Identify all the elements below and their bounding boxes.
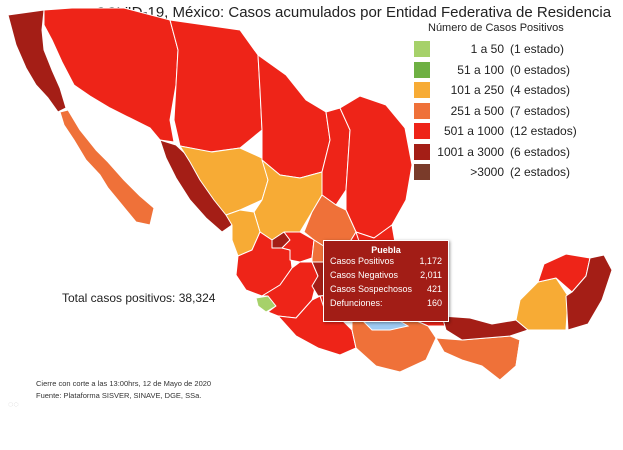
- legend-range: 251 a 500: [450, 103, 504, 118]
- legend-range: 51 a 100: [457, 62, 504, 77]
- tooltip-rows: Casos Positivos 1,172 Casos Negativos 2,011…: [324, 255, 448, 311]
- tooltip-row: Casos Negativos 2,011: [330, 269, 442, 283]
- legend-count: (0 estados): [510, 62, 571, 77]
- state-quintana-roo[interactable]: [565, 254, 613, 331]
- legend-swatch: [414, 123, 430, 139]
- legend-item: 251 a 500 (7 estados): [414, 102, 614, 119]
- state-tabasco[interactable]: [441, 315, 529, 341]
- state-tooltip: Puebla Casos Positivos 1,172 Casos Negativ…: [323, 240, 449, 322]
- legend-swatch: [414, 61, 430, 78]
- legend-range: 1 a 50: [470, 42, 504, 56]
- tooltip-value: 160: [426, 298, 442, 308]
- legend-range: 101 a 250: [450, 83, 504, 97]
- tooltip-value: 421: [426, 284, 442, 294]
- legend-item: 1001 a 3000 (6 estados): [414, 143, 614, 160]
- state-sonora[interactable]: [43, 7, 179, 143]
- tooltip-label: Casos Negativos: [330, 270, 399, 280]
- legend-swatch: [414, 82, 430, 98]
- tooltip-row: Defunciones: 160: [330, 297, 442, 311]
- legend-item: 51 a 100 (0 estados): [414, 61, 614, 78]
- tooltip-row: Casos Sospechosos 421: [330, 283, 442, 297]
- tooltip-label: Casos Positivos: [330, 256, 395, 266]
- legend-item: >3000 (2 estados): [414, 164, 614, 180]
- legend-title: Número de Casos Positivos: [428, 22, 564, 34]
- legend-swatch: [414, 102, 430, 119]
- legend-swatch: [414, 164, 430, 180]
- tooltip-label: Casos Sospechosos: [330, 284, 413, 294]
- legend-range: 1001 a 3000: [437, 144, 504, 159]
- legend-count: (12 estados): [510, 124, 577, 138]
- legend-item: 501 a 1000 (12 estados): [414, 123, 614, 139]
- legend-count: (1 estado): [510, 42, 565, 56]
- legend-count: (4 estados): [510, 83, 571, 97]
- map-title: COVID-19, México: Casos acumulados por E…: [95, 4, 612, 21]
- legend-swatch: [414, 143, 430, 160]
- state-coahuila[interactable]: [257, 54, 331, 179]
- legend-count: (7 estados): [510, 103, 571, 118]
- state-baja-california[interactable]: [7, 9, 67, 113]
- legend-count: (2 estados): [510, 165, 571, 179]
- southern-border-line: [499, 339, 521, 381]
- state-campeche[interactable]: [515, 277, 569, 331]
- state-guanajuato[interactable]: [281, 231, 315, 263]
- state-durango[interactable]: [179, 145, 269, 216]
- legend-count: (6 estados): [510, 144, 571, 159]
- watermark-logo: ◌◌: [8, 399, 19, 409]
- tooltip-value: 1,172: [419, 256, 442, 266]
- tooltip-value: 2,011: [420, 270, 442, 280]
- legend-range: 501 a 1000: [443, 124, 504, 138]
- state-baja-california-sur[interactable]: [59, 109, 155, 226]
- tooltip-row: Casos Positivos 1,172: [330, 255, 442, 269]
- state-chihuahua[interactable]: [169, 19, 263, 153]
- legend-range: >3000: [470, 165, 504, 179]
- legend-swatch: [414, 41, 430, 57]
- total-positive-cases: Total casos positivos: 38,324: [62, 291, 216, 305]
- tooltip-label: Defunciones:: [330, 298, 383, 308]
- tooltip-title: Puebla: [371, 245, 401, 255]
- cutoff-note: Cierre con corte a las 13:00hrs, 12 de M…: [36, 379, 212, 388]
- legend-item: 1 a 50 (1 estado): [414, 41, 614, 57]
- legend-item: 101 a 250 (4 estados): [414, 82, 614, 98]
- source-note: Fuente: Plataforma SISVER, SINAVE, DGE, …: [36, 391, 202, 400]
- state-tamaulipas[interactable]: [339, 95, 413, 239]
